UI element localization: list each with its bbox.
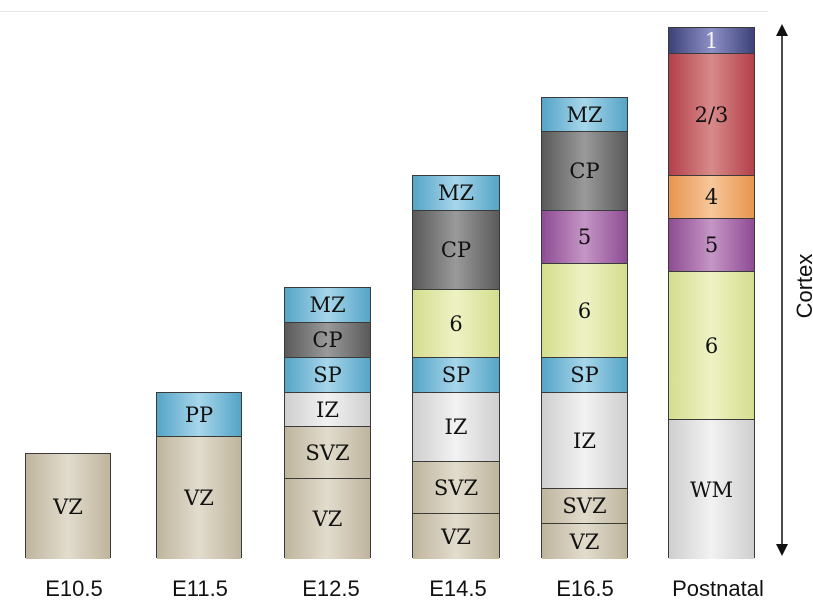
layer-vz: VZ: [285, 479, 370, 559]
layer-label: SP: [441, 363, 471, 387]
layer-wm: WM: [669, 420, 754, 559]
column-e16-5: MZ CP 5 6 SP IZ SVZ VZ: [541, 97, 628, 559]
cortex-axis-label: Cortex: [792, 253, 813, 319]
layer-mz: MZ: [542, 98, 627, 132]
layer-label: 5: [577, 225, 592, 249]
layer-sp: SP: [413, 358, 499, 393]
layer-label: IZ: [316, 397, 339, 422]
layer-label: 5: [704, 233, 719, 257]
layer-label: 4: [704, 185, 719, 209]
layer-label: 6: [449, 311, 463, 336]
layer-mz: MZ: [285, 288, 370, 323]
layer-label: 1: [704, 28, 719, 53]
layer-label: 6: [577, 298, 592, 323]
layer-label: VZ: [441, 524, 471, 549]
layer-label: SVZ: [433, 475, 479, 500]
layer-label: VZ: [312, 507, 343, 531]
layer-label: MZ: [309, 293, 346, 317]
layer-l4: 4: [669, 176, 754, 219]
layer-l6: 6: [413, 290, 499, 358]
cortex-arrow-icon: [776, 24, 788, 556]
column-e11-5: PP VZ: [156, 392, 242, 559]
layer-label: CP: [569, 159, 600, 183]
layer-label: WM: [689, 477, 734, 502]
stage-label: E11.5: [172, 576, 228, 601]
layer-l1: 1: [669, 28, 754, 54]
layer-iz: IZ: [285, 393, 370, 427]
layer-vz: VZ: [26, 454, 110, 559]
layer-mz: MZ: [413, 176, 499, 211]
stage-label: E14.5: [429, 576, 487, 601]
layer-l6: 6: [542, 264, 627, 358]
layer-pp: PP: [157, 393, 241, 437]
layer-label: SP: [313, 363, 342, 387]
layer-svz: SVZ: [413, 462, 499, 514]
column-e12-5: MZ CP SP IZ SVZ VZ: [284, 287, 371, 559]
column-e14-5: MZ CP 6 SP IZ SVZ VZ: [412, 175, 500, 559]
layer-svz: SVZ: [285, 427, 370, 479]
stage-label: E12.5: [302, 576, 360, 601]
layer-label: MZ: [566, 102, 603, 127]
layer-sp: SP: [285, 358, 370, 393]
layer-vz: VZ: [542, 524, 627, 559]
layer-l5: 5: [669, 219, 754, 272]
layer-l23: 2/3: [669, 54, 754, 176]
column-e10-5: VZ: [25, 453, 111, 559]
layer-cp: CP: [542, 132, 627, 211]
layer-vz: VZ: [157, 437, 241, 559]
layer-svz: SVZ: [542, 489, 627, 524]
layer-vz: VZ: [413, 514, 499, 559]
layer-label: VZ: [184, 486, 214, 510]
layer-label: MZ: [437, 181, 475, 205]
column-postnatal: 1 2/3 4 5 6 WM: [668, 27, 755, 559]
layer-label: IZ: [573, 428, 596, 453]
layer-label: CP: [440, 238, 472, 262]
layer-cp: CP: [285, 323, 370, 358]
layer-label: IZ: [444, 415, 468, 439]
top-rule: [0, 11, 768, 12]
layer-cp: CP: [413, 211, 499, 290]
layer-l5: 5: [542, 211, 627, 264]
stage-label: E16.5: [556, 576, 614, 601]
layer-label: VZ: [569, 529, 600, 554]
layer-label: CP: [312, 328, 343, 352]
layer-l6: 6: [669, 272, 754, 420]
stage-label: Postnatal: [672, 576, 764, 601]
layer-sp: SP: [542, 358, 627, 393]
layer-label: PP: [184, 402, 214, 427]
layer-label: SVZ: [305, 440, 350, 465]
layer-label: VZ: [53, 494, 83, 519]
stage-label: E10.5: [45, 576, 103, 601]
layer-iz: IZ: [413, 393, 499, 462]
layer-label: 2/3: [694, 102, 729, 127]
layer-label: 6: [704, 333, 719, 358]
layer-iz: IZ: [542, 393, 627, 489]
layer-label: SP: [570, 363, 599, 387]
layer-label: SVZ: [562, 494, 607, 518]
